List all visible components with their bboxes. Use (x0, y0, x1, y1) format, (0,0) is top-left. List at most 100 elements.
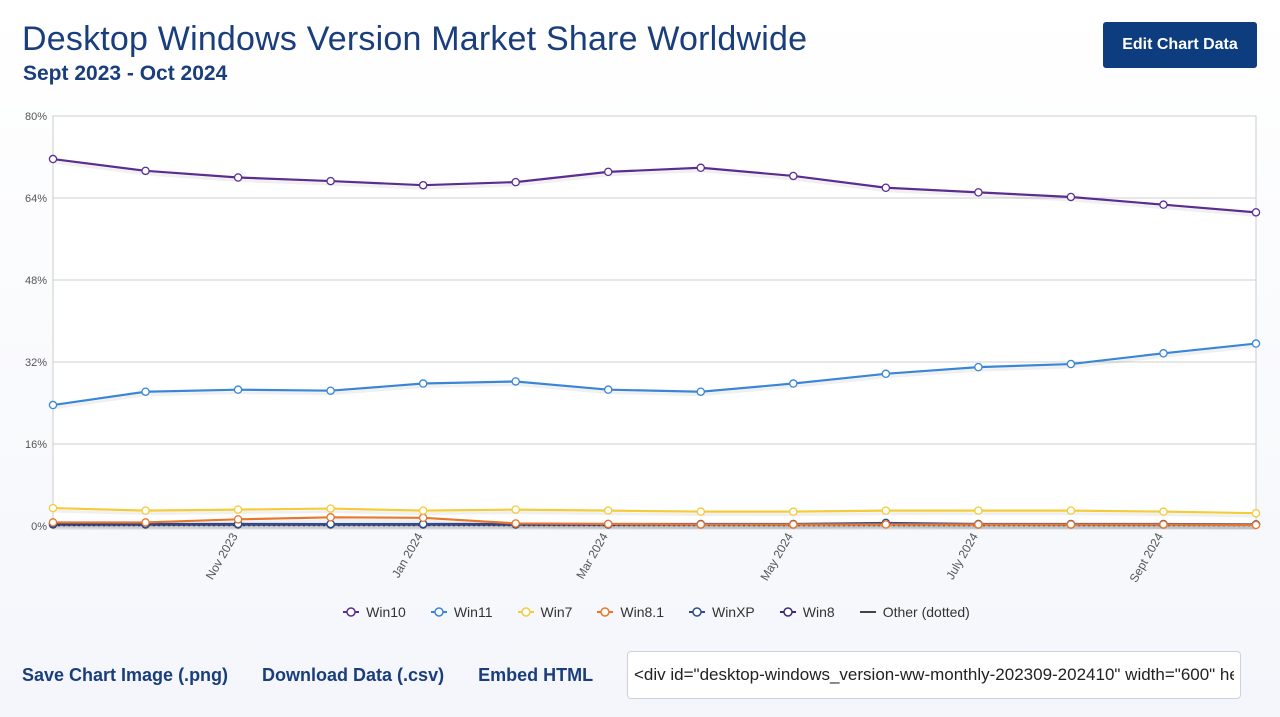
legend-item-winxp[interactable]: WinXP (686, 604, 755, 620)
data-point-win7 (326, 504, 335, 513)
x-tick-label: July 2024 (943, 530, 981, 582)
data-point-win8-1 (233, 515, 243, 524)
data-point-win7 (418, 506, 428, 515)
legend-swatch (343, 607, 360, 617)
legend-item-other-dotted[interactable]: Other (dotted) (857, 604, 970, 620)
data-point-win7 (1159, 507, 1168, 516)
plot-area (52, 115, 1257, 527)
data-point-win10 (233, 173, 243, 182)
data-point-win10 (1159, 200, 1168, 209)
data-point-win7 (881, 506, 891, 515)
data-point-win10 (418, 180, 428, 190)
data-point-win10 (1066, 192, 1076, 202)
data-point-win10 (603, 167, 613, 177)
legend-label: Win8 (802, 604, 835, 620)
data-point-win7 (141, 506, 150, 515)
data-point-win11 (326, 386, 335, 395)
data-point-win8-1 (1066, 520, 1076, 529)
x-tick-label: Nov 2023 (203, 530, 241, 582)
data-point-win7 (603, 506, 613, 515)
data-point-win8-1 (1251, 520, 1261, 530)
data-point-win8-1 (1159, 520, 1168, 529)
data-point-win7 (48, 503, 58, 513)
legend-item-win10[interactable]: Win10 (340, 604, 406, 620)
data-point-win11 (48, 400, 58, 410)
data-point-win10 (881, 183, 891, 193)
data-point-win7 (1066, 506, 1076, 515)
x-tick-label: Jan 2024 (389, 530, 426, 580)
data-point-win11 (141, 387, 150, 396)
legend-item-win8-1[interactable]: Win8.1 (594, 604, 664, 620)
y-tick-label: 80% (25, 111, 47, 123)
data-point-win11 (603, 385, 613, 394)
line-chart: 0% 16% 32% 48% 64% 80% Nov 2023 Jan 2024 Mar 202… (25, 111, 1261, 585)
data-point-win7 (789, 507, 798, 516)
data-point-win7 (974, 506, 983, 515)
data-point-win10 (511, 177, 520, 187)
data-point-win7 (511, 505, 520, 514)
y-tick-label: 48% (25, 275, 47, 287)
data-point-win11 (1066, 359, 1076, 369)
chart-actions: Save Chart Image (.png) Download Data (.… (22, 665, 593, 686)
legend-label: Win11 (453, 604, 493, 620)
y-tick-label: 32% (25, 357, 47, 369)
x-tick-label: Mar 2024 (573, 530, 611, 581)
series-line-win10 (52, 157, 1257, 214)
data-point-win11 (696, 387, 706, 396)
data-point-win8-1 (326, 513, 335, 522)
legend-swatch (517, 607, 534, 617)
series-shadow-win10 (52, 160, 1257, 217)
legend-swatch (430, 607, 447, 617)
series-shadow-win7 (52, 509, 1257, 518)
data-point-win10 (48, 154, 58, 164)
series-shadow-win8-1 (53, 518, 1257, 530)
x-tick-label: Sept 2024 (1127, 530, 1167, 585)
data-point-win8-1 (418, 513, 428, 523)
y-tick-label: 16% (25, 439, 47, 451)
legend-label: Win7 (540, 604, 573, 620)
legend-swatch (859, 611, 876, 613)
data-point-win8-1 (696, 520, 706, 529)
chart-date-range: Sept 2023 - Oct 2024 (23, 62, 228, 85)
embed-code-field[interactable] (628, 652, 1240, 698)
data-point-win11 (418, 379, 428, 388)
legend-item-win11[interactable]: Win11 (428, 604, 493, 620)
chart-title: Desktop Windows Version Market Share Wor… (22, 20, 808, 58)
series-shadow-win8 (53, 525, 1256, 529)
chart-legend: Win10 Win11 Win7 Win8.1 WinXP Win8 Other (dott… (0, 604, 1280, 620)
download-data-link[interactable]: Download Data (.csv) (262, 665, 445, 685)
series-shadow-winxp (52, 524, 1257, 529)
data-point-win11 (511, 377, 520, 386)
data-point-win10 (696, 163, 706, 173)
data-point-win7 (233, 505, 243, 514)
legend-label: WinXP (711, 604, 755, 620)
data-point-win10 (789, 171, 798, 181)
data-point-win11 (1251, 339, 1261, 348)
data-point-win10 (141, 166, 150, 176)
data-point-win8-1 (603, 519, 613, 529)
y-tick-label: 0% (31, 521, 47, 533)
data-point-win8-1 (881, 520, 891, 529)
legend-item-win8[interactable]: Win8 (777, 604, 835, 620)
data-point-win11 (233, 385, 243, 394)
legend-label: Other (dotted) (882, 604, 970, 620)
legend-label: Win8.1 (620, 604, 664, 620)
data-point-win10 (326, 176, 335, 186)
edit-chart-data-button[interactable]: Edit Chart Data (1103, 22, 1257, 68)
data-point-win11 (789, 379, 798, 388)
data-point-win10 (1251, 208, 1261, 217)
embed-html-link[interactable]: Embed HTML (478, 665, 594, 685)
series-line-win8-1 (53, 516, 1257, 527)
data-point-win8-1 (48, 518, 58, 527)
data-point-win11 (881, 369, 891, 379)
save-chart-image-link[interactable]: Save Chart Image (.png) (22, 665, 229, 685)
data-point-win8-1 (511, 519, 520, 528)
data-point-win11 (1159, 349, 1168, 358)
data-point-win8-1 (974, 520, 983, 529)
legend-label: Win10 (366, 604, 406, 620)
legend-item-win7[interactable]: Win7 (515, 604, 573, 620)
legend-swatch (779, 607, 796, 617)
series-shadow-win11 (52, 345, 1257, 410)
data-point-win7 (696, 507, 706, 516)
series-line-win11 (52, 342, 1257, 407)
